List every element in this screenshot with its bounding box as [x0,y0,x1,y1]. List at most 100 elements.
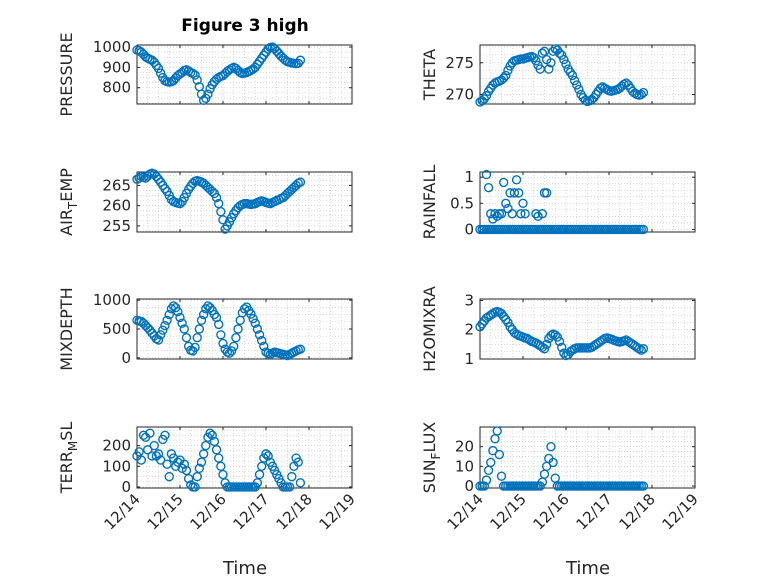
data-point [636,345,646,355]
data-point [486,457,496,468]
y-axis-label: AIRTEMP [57,168,80,236]
data-point [147,451,157,461]
data-point [254,330,265,340]
x-tick-label: 12/17 [230,490,273,533]
y-tick-label: 2 [464,321,474,339]
data-point [552,332,563,342]
data-point [574,84,584,95]
x-tick-label: 12/14 [444,490,487,533]
data-point [201,440,211,451]
data-point [496,471,507,481]
data-point [192,75,202,85]
data-point [539,469,550,479]
data-point [259,341,269,352]
data-point [541,339,552,350]
data-point [205,302,215,313]
data-point [572,80,582,90]
y-tick-label: 270 [445,85,474,103]
data-point [160,183,170,194]
data-point [153,335,164,345]
x-tick-label: 12/17 [573,490,616,533]
data-point [503,317,513,328]
y-tick-label: 500 [102,320,131,338]
data-point [537,209,548,219]
data-point [194,463,205,474]
data-point [179,324,190,334]
data-point [181,465,192,476]
data-point [507,209,517,219]
data-point [257,335,267,346]
axes-box [479,44,696,105]
data-point [218,338,228,349]
data-point [209,436,220,447]
data-point [155,68,166,78]
data-point [539,344,550,354]
data-point [153,174,164,184]
data-point [295,177,306,187]
data-point [252,478,263,488]
data-point [211,445,222,455]
x-tick-label: 12/19 [659,490,702,533]
data-point [548,46,558,57]
data-point [203,89,213,99]
axes-box [136,44,353,105]
data-point [158,325,168,335]
data-point [136,455,147,465]
subplot-mixdepth: 0 500 1000 MIXDEPTH [57,287,353,371]
data-point [138,430,149,440]
figure-title: Figure 3 high [181,16,309,36]
y-tick-label: 0 [121,349,131,367]
data-point [494,449,505,460]
y-tick-label: 0 [121,478,131,496]
data-point [595,83,606,93]
x-tick-label: 12/18 [273,490,316,533]
data-point [194,324,205,334]
data-point [207,430,217,440]
y-tick-label: 1000 [93,291,131,309]
data-point [498,73,509,83]
data-point [490,209,500,219]
data-point [239,304,250,314]
x-tick-label: 12/15 [144,490,187,533]
data-point [516,209,526,219]
data-point [252,324,263,334]
axes-box [136,171,353,233]
data-point [218,469,228,480]
data-point [554,48,565,58]
data-point [207,186,217,197]
data-point [520,209,530,219]
data-point [263,451,273,461]
y-tick-label: 20 [455,438,474,456]
data-point [561,59,571,69]
data-point [514,188,524,198]
data-point [287,471,297,482]
data-point [198,95,209,106]
y-tick-label: 100 [102,457,131,475]
data-point [235,315,245,326]
data-point [218,215,228,225]
data-point [481,91,492,101]
y-axis-label: H2OMIXRA [420,286,439,372]
data-point [162,459,172,469]
data-point [537,48,548,58]
data-point [164,471,174,482]
data-point [205,428,215,438]
data-point [638,344,649,354]
data-point [531,56,541,66]
data-point [569,75,580,86]
y-tick-label: 3 [464,291,474,309]
y-axis-label: MIXDEPTH [57,287,76,370]
data-point [559,54,569,65]
y-tick-label: 0 [464,477,474,495]
data-point [209,309,220,320]
subplot-rainfall: 0 0.5 1 RAINFALL [420,165,696,239]
data-point [634,344,644,354]
data-point [483,182,494,193]
y-tick-label: 275 [445,54,474,72]
data-point [580,95,591,105]
subplot-h2omixra: 1 2 3 H2OMIXRA [420,286,696,372]
y-axis-label: SUNFLUX [420,422,443,494]
y-tick-label: 200 [102,437,131,455]
y-axis-label: THETA [420,49,439,101]
